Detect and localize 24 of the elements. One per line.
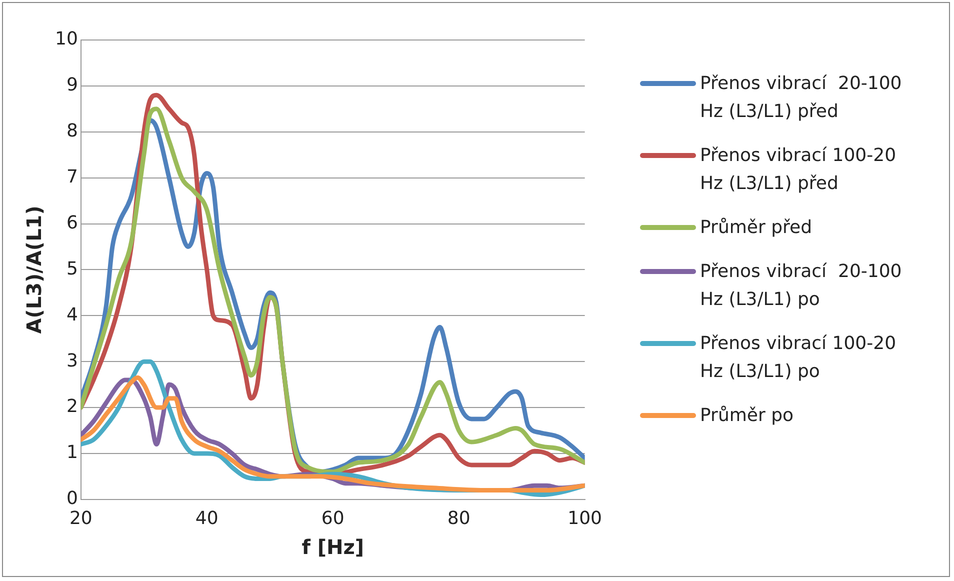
y-tick-label: 5 bbox=[66, 258, 78, 280]
legend-label: Přenos vibrací 100-20 Hz (L3/L1) před bbox=[700, 144, 898, 196]
y-tick-label: 0 bbox=[66, 488, 78, 510]
legend-label: Průměr před bbox=[700, 216, 812, 240]
legend-label: Přenos vibrací 20-100 Hz (L3/L1) před bbox=[700, 72, 903, 124]
x-tick-label: 60 bbox=[321, 508, 344, 529]
x-tick-label: 40 bbox=[195, 508, 218, 529]
x-tick-label: 100 bbox=[568, 508, 602, 529]
y-tick-label: 1 bbox=[66, 442, 78, 464]
legend-label: Přenos vibrací 20-100 Hz (L3/L1) po bbox=[700, 260, 903, 312]
legend-label: Přenos vibrací 100-20 Hz (L3/L1) po bbox=[700, 332, 898, 384]
y-tick-label: 4 bbox=[66, 304, 78, 326]
x-tick-label: 20 bbox=[69, 508, 92, 529]
legend-label: Průměr po bbox=[700, 404, 794, 428]
y-tick-label: 6 bbox=[66, 212, 78, 234]
y-tick-label: 10 bbox=[55, 28, 78, 50]
y-tick-label: 9 bbox=[66, 74, 78, 96]
x-tick-label: 80 bbox=[447, 508, 470, 529]
y-axis-title: A(L3)/A(L1) bbox=[22, 206, 46, 334]
y-tick-label: 2 bbox=[66, 396, 78, 418]
y-tick-label: 7 bbox=[66, 166, 78, 188]
y-tick-label: 3 bbox=[66, 350, 78, 372]
y-tick-label: 8 bbox=[66, 120, 78, 142]
x-axis-title: f [Hz] bbox=[302, 535, 364, 560]
